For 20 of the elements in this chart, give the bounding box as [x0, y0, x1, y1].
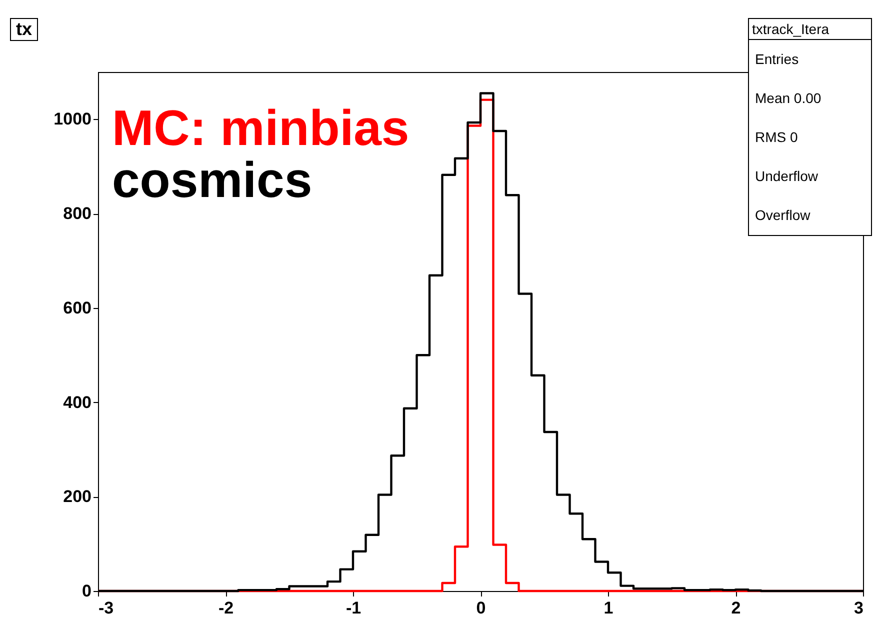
chart-title: tx [10, 18, 38, 41]
x-tick-label: -3 [98, 598, 114, 618]
y-tick-label: 1000 [54, 110, 92, 129]
text: Entries [755, 51, 799, 67]
x-tick-label: -1 [346, 598, 362, 618]
y-tick-label: 0 [82, 582, 92, 600]
y-tick-label: 600 [63, 298, 92, 318]
x-tick-label: 0 [476, 598, 486, 618]
y-tick-label: 200 [63, 487, 92, 506]
text: txtrack_Itera [752, 21, 830, 37]
annotation: Underflow [754, 167, 820, 186]
y-tick-label: 800 [63, 204, 92, 224]
x-tick-label: 2 [731, 598, 741, 618]
annotation: Mean 0.00 [754, 89, 822, 108]
x-tick-label: 1 [604, 598, 614, 618]
x-tick-label: -2 [218, 598, 234, 618]
annotation: Overflow [754, 206, 812, 225]
y-tick-label: 400 [63, 392, 92, 412]
annotation: RMS 0 [754, 128, 799, 147]
x-tick-label: 3 [854, 598, 864, 618]
